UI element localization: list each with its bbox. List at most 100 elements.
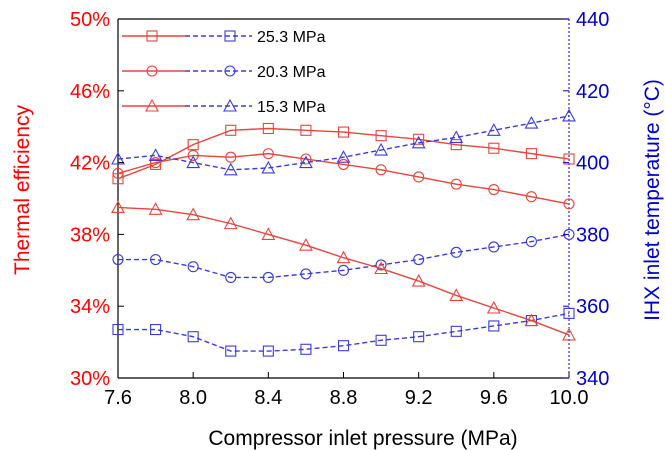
data-point xyxy=(375,164,387,176)
left-y-tick-label: 50% xyxy=(70,9,110,31)
data-point xyxy=(413,253,425,266)
data-point xyxy=(262,271,274,284)
left-y-axis-label: Thermal efficiency xyxy=(11,104,34,275)
series-right-square xyxy=(112,307,575,357)
data-point xyxy=(411,135,426,149)
data-point xyxy=(225,271,237,284)
x-tick-label: 8.4 xyxy=(254,387,282,409)
data-point xyxy=(112,323,124,336)
data-point xyxy=(450,246,462,258)
tick-layer: 7.6 8.0 8.4 8.8 9.2 9.6 10.0 30% 34% 38% 42% 46% 50%… xyxy=(70,9,609,409)
data-point xyxy=(300,268,312,280)
x-tick-label: 8.0 xyxy=(179,387,207,409)
data-point xyxy=(337,340,350,352)
legend-entry: 25.3 MPa xyxy=(122,29,326,46)
data-point xyxy=(336,250,351,264)
legend-entry: 20.3 MPa xyxy=(122,64,326,81)
data-point xyxy=(148,202,163,215)
legend-marker xyxy=(145,98,159,112)
data-point xyxy=(112,167,124,179)
legend-marker xyxy=(146,65,158,77)
data-point xyxy=(111,151,125,165)
series-left-circle xyxy=(112,148,575,210)
series-layer xyxy=(111,108,576,357)
data-point xyxy=(298,238,313,251)
x-tick-label: 9.2 xyxy=(405,387,433,409)
data-point xyxy=(337,126,350,138)
data-point xyxy=(336,150,351,163)
series-line xyxy=(118,312,570,352)
data-point xyxy=(298,155,313,169)
right-y-tick-label: 360 xyxy=(576,296,609,318)
data-point xyxy=(524,115,539,129)
right-y-tick-label: 380 xyxy=(576,224,609,246)
legend-label: 20.3 MPa xyxy=(257,64,326,81)
data-point xyxy=(449,130,464,144)
series-line xyxy=(117,152,570,205)
data-point xyxy=(225,151,237,163)
legend-marker xyxy=(224,65,236,77)
data-point xyxy=(111,200,125,214)
data-point xyxy=(525,191,537,203)
data-point xyxy=(449,288,464,301)
x-tick-label: 8.8 xyxy=(330,387,358,409)
legend-label: 15.3 MPa xyxy=(257,99,326,116)
right-y-tick-label: 400 xyxy=(576,153,609,175)
data-point xyxy=(223,162,238,176)
series-line xyxy=(117,115,570,171)
series-right-circle xyxy=(112,228,575,284)
x-tick-label: 7.6 xyxy=(104,387,132,409)
left-y-tick-label: 34% xyxy=(70,296,110,318)
data-point xyxy=(413,133,425,145)
data-point xyxy=(262,345,274,357)
data-point xyxy=(300,124,312,136)
data-point xyxy=(413,171,425,183)
x-axis-label: Compressor inlet pressure (MPa) xyxy=(208,427,517,450)
data-point xyxy=(187,149,199,161)
data-point xyxy=(450,139,462,151)
left-y-tick-label: 38% xyxy=(70,224,110,246)
data-point xyxy=(488,241,500,253)
legend-label: 25.3 MPa xyxy=(257,29,326,46)
series-line xyxy=(118,233,570,279)
series-right-triangle xyxy=(111,108,576,176)
data-point xyxy=(300,343,312,355)
data-point xyxy=(150,253,162,266)
data-point xyxy=(112,173,124,185)
data-point xyxy=(261,227,276,240)
legend-marker xyxy=(223,98,237,112)
series-line xyxy=(117,127,570,180)
data-point xyxy=(225,124,237,136)
data-point xyxy=(112,253,124,266)
series-left-triangle xyxy=(111,200,576,341)
data-point xyxy=(488,320,500,332)
data-point xyxy=(450,325,462,337)
series-left-square xyxy=(112,122,575,185)
left-y-tick-label: 30% xyxy=(70,368,110,390)
data-point xyxy=(337,264,350,276)
series-line xyxy=(117,206,570,336)
data-point xyxy=(225,345,237,357)
data-point xyxy=(563,153,575,165)
data-point xyxy=(187,261,199,273)
right-y-tick-label: 440 xyxy=(576,9,609,31)
data-point xyxy=(411,273,426,287)
legend-entry: 15.3 MPa xyxy=(122,98,326,116)
data-point xyxy=(450,178,462,190)
data-point xyxy=(375,334,387,346)
data-point xyxy=(486,123,501,136)
data-point xyxy=(488,183,500,196)
data-point xyxy=(261,160,276,174)
x-tick-label: 9.6 xyxy=(480,387,508,409)
data-point xyxy=(563,198,575,210)
right-y-axis-label: IHX inlet temperature (°C) xyxy=(641,79,664,321)
data-point xyxy=(563,307,575,319)
data-point xyxy=(148,148,163,161)
data-point xyxy=(562,327,576,341)
data-point xyxy=(413,331,425,343)
data-point xyxy=(525,148,537,160)
data-point xyxy=(187,331,199,343)
data-point xyxy=(562,108,576,122)
data-point xyxy=(223,216,238,230)
